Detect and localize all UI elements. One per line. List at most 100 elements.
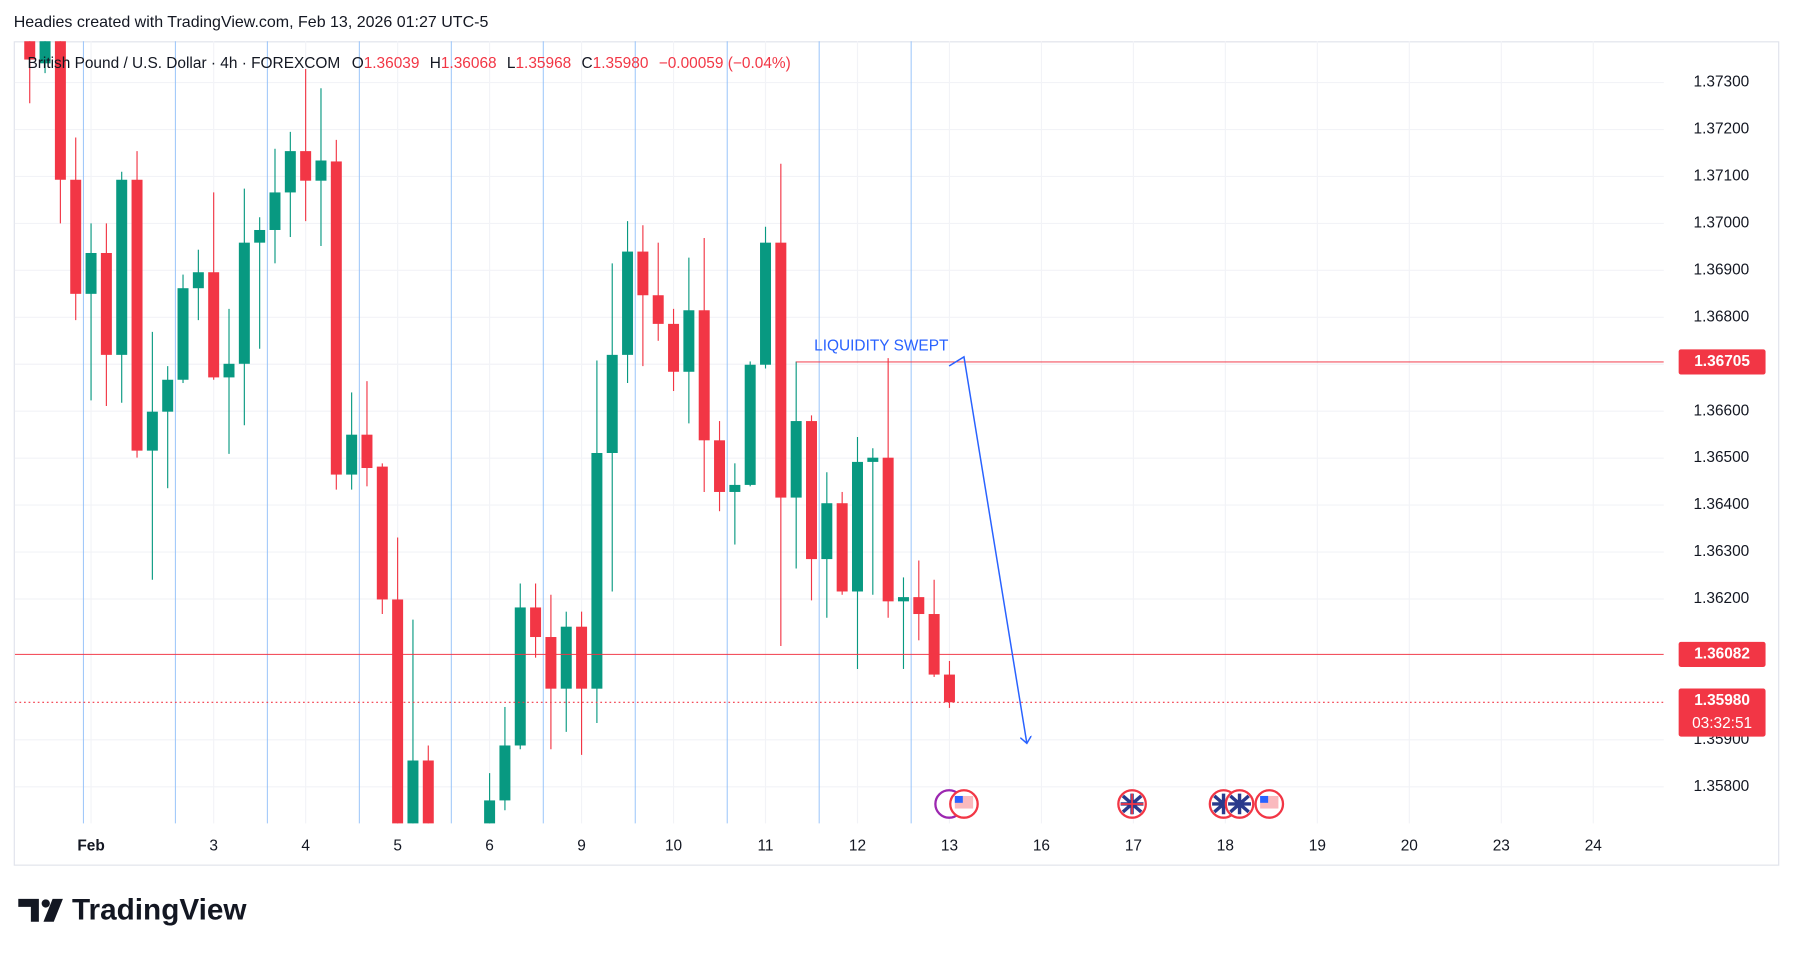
candle-body xyxy=(269,192,281,230)
legend-change: −0.00059 (−0.04%) xyxy=(659,55,791,72)
legend: British Pound / U.S. Dollar · 4h · FOREX… xyxy=(27,55,790,72)
event-icons xyxy=(934,789,1285,819)
x-tick-label: 4 xyxy=(301,837,310,854)
candle-body xyxy=(146,411,158,451)
candle-body xyxy=(162,379,174,412)
legend-symbol: British Pound / U.S. Dollar · 4h · FOREX… xyxy=(27,55,340,72)
annotation-text: LIQUIDITY SWEPT xyxy=(814,338,949,355)
candle-body xyxy=(85,252,97,294)
candle-body xyxy=(714,440,726,492)
price-tag-label: 1.35980 xyxy=(1694,692,1750,709)
candle-body xyxy=(376,466,388,600)
candle-body xyxy=(744,364,756,485)
x-tick-label: 6 xyxy=(485,837,494,854)
candle-body xyxy=(300,151,312,181)
candle-body xyxy=(852,461,863,592)
x-tick-label: 3 xyxy=(209,837,218,854)
y-tick-label: 1.36300 xyxy=(1694,543,1750,560)
candle-body xyxy=(24,41,36,60)
flag-uk-cross xyxy=(1120,793,1144,815)
y-tick-label: 1.37300 xyxy=(1694,74,1750,91)
x-tick-label: 11 xyxy=(758,837,774,854)
legend-key: H xyxy=(430,55,441,72)
y-tick-label: 1.37200 xyxy=(1694,121,1750,138)
logo-mark xyxy=(41,899,50,908)
y-tick-label: 1.36800 xyxy=(1694,308,1750,325)
candle-body xyxy=(192,272,204,289)
y-tick-label: 1.35800 xyxy=(1694,778,1750,795)
chart-frame xyxy=(13,41,1780,866)
candle-body xyxy=(330,161,342,475)
candle-body xyxy=(407,760,419,824)
y-tick-label: 1.36600 xyxy=(1694,402,1750,419)
candle-body xyxy=(913,597,925,615)
header-title: Headies created with TradingView.com, Fe… xyxy=(14,14,489,31)
candle-body xyxy=(284,151,296,193)
x-tick-label: 9 xyxy=(577,837,586,854)
candle-body xyxy=(867,457,879,462)
candle-body xyxy=(836,503,848,592)
candle-body xyxy=(131,179,143,451)
price-tag xyxy=(1678,349,1766,375)
y-tick-label: 1.36200 xyxy=(1694,590,1750,607)
candle-body xyxy=(790,421,802,498)
candle-body xyxy=(208,272,220,378)
candle-body xyxy=(560,626,572,689)
x-tick-label: 20 xyxy=(1401,837,1418,854)
candle-body xyxy=(116,179,128,355)
candle-body xyxy=(545,637,557,689)
legend-value: 1.36068 xyxy=(441,55,497,72)
candle-body xyxy=(346,434,358,475)
candle-body xyxy=(928,614,940,675)
flag-uk xyxy=(1228,793,1251,815)
candle-body xyxy=(514,607,526,746)
x-tick-label: 17 xyxy=(1125,837,1142,854)
candle-body xyxy=(775,242,787,498)
candle-body xyxy=(499,745,511,801)
candle-body xyxy=(668,323,680,372)
footer-logo: TradingView xyxy=(18,893,247,926)
logo-mark xyxy=(43,898,63,922)
legend-value: 1.36039 xyxy=(364,55,420,72)
candle-body xyxy=(897,597,909,602)
legend-key: O xyxy=(352,55,364,72)
countdown-label: 03:32:51 xyxy=(1692,715,1752,732)
candle-body xyxy=(484,800,496,824)
candle-body xyxy=(622,251,634,355)
x-tick-label: 18 xyxy=(1217,837,1234,854)
x-tick-label: 5 xyxy=(393,837,402,854)
x-tick-label: 23 xyxy=(1493,837,1510,854)
flag-us-canton xyxy=(954,795,963,803)
candle-body xyxy=(652,295,664,324)
candle-body xyxy=(315,160,327,181)
candle-body xyxy=(882,457,894,602)
candle-body xyxy=(361,434,373,469)
y-tick-label: 1.36500 xyxy=(1694,449,1750,466)
candle-body xyxy=(422,760,434,824)
price-tag xyxy=(1678,641,1766,667)
candle-body xyxy=(698,310,710,441)
candle-body xyxy=(637,251,649,296)
candle-body xyxy=(54,41,66,180)
candle-body xyxy=(70,179,82,294)
footer-brand: TradingView xyxy=(72,893,247,926)
flag-uk xyxy=(1212,793,1235,815)
candle-body xyxy=(39,41,51,64)
candle-body xyxy=(806,421,817,560)
axis-layer: 1.358001.359001.362001.363001.364001.365… xyxy=(77,74,1766,854)
legend-value: 1.35980 xyxy=(593,55,649,72)
x-tick-label: 13 xyxy=(941,837,958,854)
candle-body xyxy=(729,484,741,492)
y-tick-label: 1.37100 xyxy=(1694,168,1750,185)
logo-mark xyxy=(18,898,39,922)
candle-body xyxy=(821,503,833,560)
candle-body xyxy=(238,242,250,364)
candle-body xyxy=(392,599,404,824)
candle-body xyxy=(223,363,235,378)
y-tick-label: 1.36900 xyxy=(1694,261,1750,278)
price-tag-label: 1.36705 xyxy=(1694,353,1750,370)
legend-value: 1.35968 xyxy=(515,55,571,72)
